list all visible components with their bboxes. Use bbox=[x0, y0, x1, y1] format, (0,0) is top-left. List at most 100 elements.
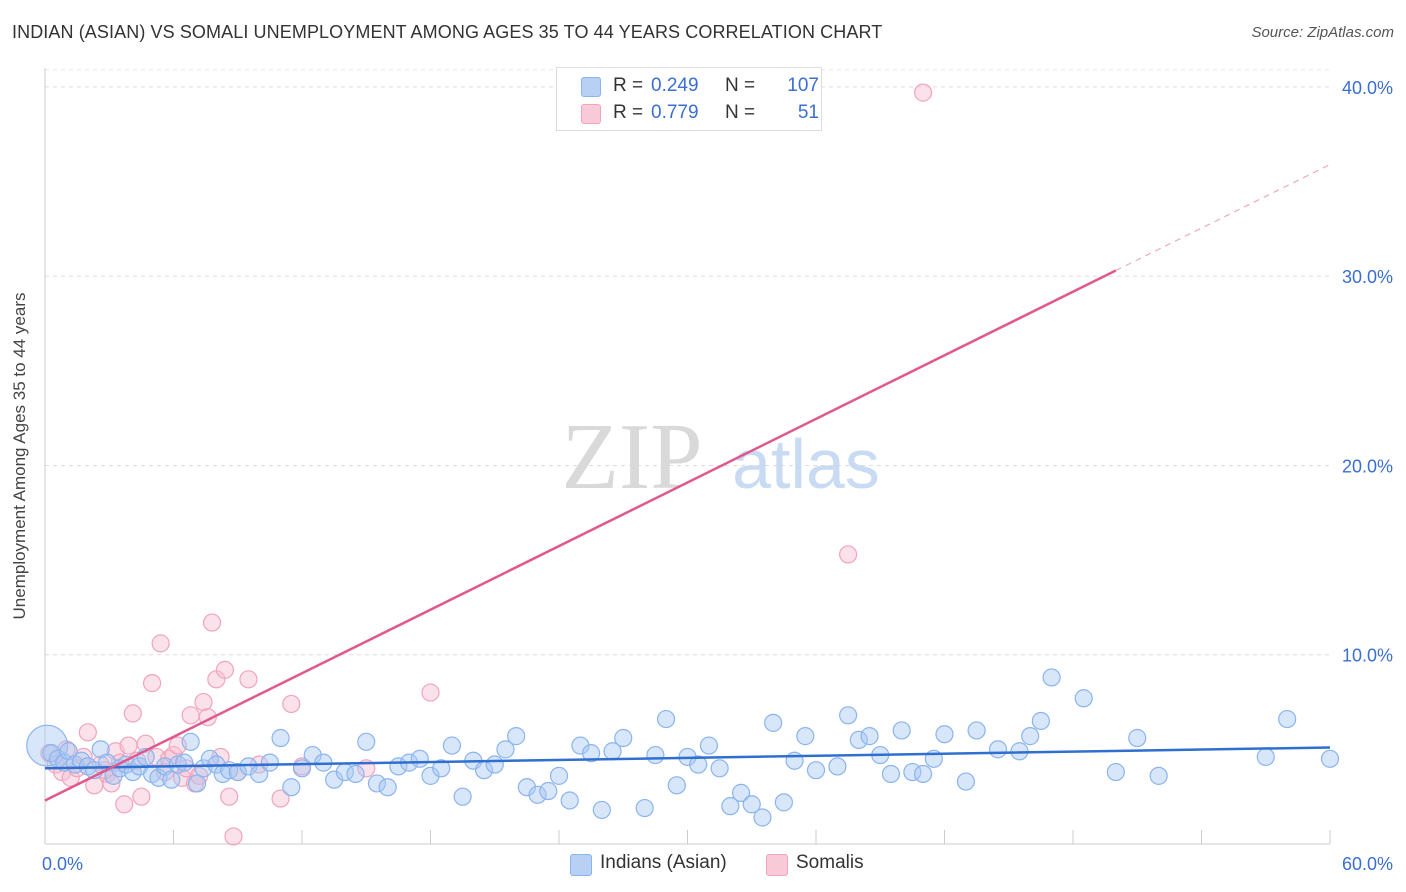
indians-point bbox=[496, 740, 515, 759]
indians-point bbox=[1128, 728, 1147, 748]
series-label-indians: Indians (Asian) bbox=[600, 852, 727, 873]
legend-r-value: 0.779 bbox=[651, 102, 699, 123]
indians-point bbox=[592, 800, 611, 820]
indians-point bbox=[1031, 711, 1050, 731]
somalis-point bbox=[194, 692, 213, 712]
y-tick-label: 30.0% bbox=[1342, 267, 1393, 287]
indians-point bbox=[346, 764, 365, 784]
somalis-point bbox=[421, 683, 440, 702]
watermark-zip: ZIP bbox=[562, 405, 703, 509]
y-axis-label: Unemployment Among Ages 35 to 44 years bbox=[10, 292, 29, 620]
indians-point bbox=[571, 736, 590, 755]
indians-point bbox=[175, 753, 194, 772]
somalis-point bbox=[132, 787, 151, 806]
somalis-point bbox=[271, 789, 290, 808]
legend-r-label: R = bbox=[613, 75, 644, 96]
indians-point bbox=[1320, 749, 1340, 768]
indians-point bbox=[162, 770, 181, 789]
indians-point bbox=[774, 793, 793, 812]
somalis-point bbox=[78, 723, 97, 742]
somalis-point bbox=[119, 736, 138, 755]
trend-lines bbox=[44, 163, 1331, 802]
legend-swatch-indians bbox=[581, 77, 601, 97]
series-legend: Indians (Asian) Somalis bbox=[0, 852, 1406, 878]
somalis-point bbox=[220, 787, 239, 806]
watermark: ZIP atlas bbox=[562, 405, 880, 509]
indians-point bbox=[1256, 747, 1275, 767]
indians-point bbox=[582, 744, 601, 763]
indians-point bbox=[967, 721, 986, 740]
indians-point bbox=[710, 759, 729, 778]
indians-point bbox=[271, 728, 290, 748]
legend-n-value: 107 bbox=[787, 75, 819, 96]
somalis-point bbox=[142, 674, 162, 693]
indians-point bbox=[168, 755, 187, 774]
indians-trend-line bbox=[44, 746, 1331, 770]
somalis-point bbox=[215, 660, 234, 679]
legend-n-label: N = bbox=[725, 75, 756, 96]
indians-point bbox=[421, 766, 440, 785]
tick-labels: 10.0% 20.0% 30.0% 40.0% 0.0% 60.0% bbox=[42, 78, 1393, 874]
indians-point bbox=[1021, 727, 1040, 746]
indians-point bbox=[228, 762, 247, 782]
indians-point bbox=[549, 766, 569, 785]
indians-point bbox=[485, 755, 504, 774]
indians-point bbox=[378, 778, 397, 797]
indians-point bbox=[731, 783, 751, 802]
indians-point bbox=[325, 770, 344, 789]
indians-point bbox=[689, 755, 708, 774]
indians-point bbox=[181, 732, 200, 751]
indians-point bbox=[699, 736, 719, 755]
indians-point bbox=[796, 727, 815, 746]
indians-point bbox=[539, 781, 558, 801]
series-swatch-somalis bbox=[766, 854, 788, 876]
indians-point bbox=[1074, 689, 1093, 708]
correlation-legend: R = 0.249 N = 107 R = 0.779 N = 51 bbox=[556, 67, 822, 131]
indians-point bbox=[806, 761, 826, 780]
somalis-trend-extension bbox=[1115, 163, 1331, 272]
chart-title: INDIAN (ASIAN) VS SOMALI UNEMPLOYMENT AM… bbox=[12, 22, 883, 42]
indians-point bbox=[282, 778, 301, 797]
indians-point bbox=[667, 776, 686, 795]
somalis-point bbox=[913, 83, 933, 102]
indians-point bbox=[860, 727, 879, 746]
indians-point bbox=[1149, 766, 1168, 785]
indians-point bbox=[453, 787, 472, 806]
y-tick-label: 20.0% bbox=[1342, 456, 1393, 476]
indians-point bbox=[528, 785, 547, 804]
somalis-point bbox=[181, 706, 200, 725]
indians-point bbox=[410, 749, 429, 768]
indians-point bbox=[721, 797, 740, 816]
indians-point bbox=[1042, 668, 1061, 687]
x-tick-label-max: 60.0% bbox=[1342, 854, 1393, 874]
indians-point bbox=[828, 757, 847, 776]
indians-point bbox=[517, 778, 536, 797]
somalis-point bbox=[224, 827, 243, 846]
source-label: Source: ZipAtlas.com bbox=[1251, 24, 1394, 41]
somalis-point bbox=[115, 795, 134, 814]
somalis-point bbox=[123, 704, 142, 723]
indians-point bbox=[1278, 709, 1297, 729]
indians-point bbox=[260, 753, 279, 772]
watermark-atlas: atlas bbox=[732, 425, 880, 503]
series-swatch-indians bbox=[570, 854, 592, 876]
indians-point bbox=[849, 730, 868, 750]
somalis-point bbox=[839, 545, 858, 564]
somalis-trend-line bbox=[44, 269, 1117, 802]
indians-point bbox=[432, 759, 451, 778]
indians-point bbox=[956, 772, 976, 791]
indians-point bbox=[442, 736, 462, 755]
indians-point bbox=[367, 774, 387, 793]
indians-point bbox=[764, 713, 783, 732]
indians-point bbox=[785, 751, 804, 770]
indians-point bbox=[560, 791, 579, 810]
indians-point bbox=[913, 764, 933, 784]
indians-point bbox=[881, 764, 901, 784]
indians-point bbox=[892, 721, 911, 740]
indians-point bbox=[614, 728, 633, 748]
indians-point bbox=[635, 798, 654, 818]
legend-n-value: 51 bbox=[797, 102, 819, 123]
somalis-point bbox=[151, 634, 170, 653]
axes bbox=[44, 68, 1331, 845]
